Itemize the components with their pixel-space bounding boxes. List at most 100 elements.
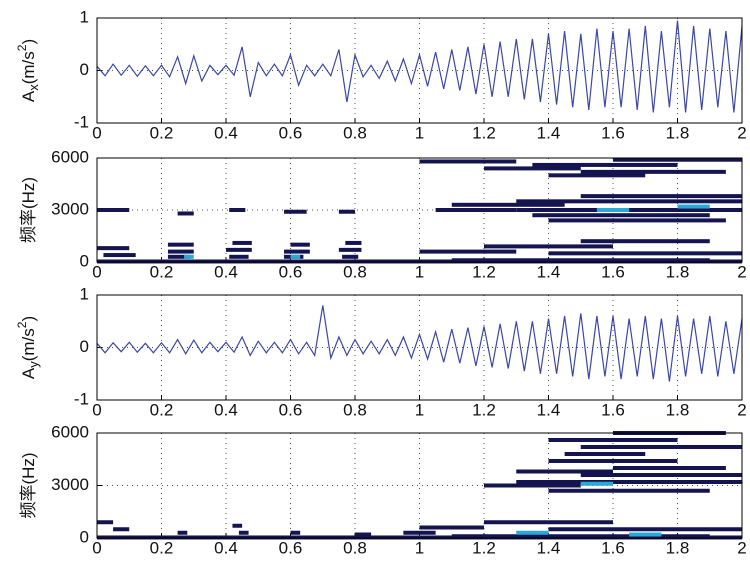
spectrum-streak [596,208,630,212]
spectrum-streak [613,157,742,162]
y-axis-label-part: 2 [15,321,29,328]
x-tick-label: 1.2 [472,123,496,142]
x-tick-label: 1.6 [601,400,625,419]
spectrum-streak [516,199,742,204]
x-tick-label: 0.4 [214,123,238,142]
x-tick-label: 0.6 [279,123,303,142]
spectrum-streak [338,209,355,214]
spectrum-streak [403,530,436,535]
spectrum-streak [97,259,742,264]
y-axis-label-part: 频率(Hz) [19,452,38,518]
spectrum-streak [284,249,310,254]
spectrum-streak [232,240,252,245]
spectrum-streak [345,240,362,245]
y-axis-label-part: y [26,361,41,368]
y-axis-label-part: 频率(Hz) [19,177,38,243]
spectrum-streak [548,459,678,463]
x-tick-label: 1.6 [601,538,625,557]
x-tick-label: 1.6 [601,123,625,142]
plot-frame [96,294,743,401]
x-tick-label: 2 [737,400,746,419]
spectrum-streak [484,520,613,525]
spectrum-streak [532,162,678,167]
spectrum-streak [613,466,726,470]
spectrum-streak [580,194,742,199]
x-tick-label: 0.4 [214,400,238,419]
plot-frame [96,17,743,124]
spectrum-streak [548,173,646,178]
y-tick-label: 0 [80,337,89,356]
x-tick-label: 2 [737,538,746,557]
spectrum-streak [290,242,310,247]
spectrum-streak [484,483,581,488]
x-tick-label: 1.2 [472,262,496,281]
x-tick-label: 1.4 [537,400,561,419]
y-tick-label: 0 [80,251,89,270]
spectrum-streak [338,247,362,252]
spectrum-streak [548,251,742,256]
y-axis-label-part: (m/s [19,328,38,361]
spectrum-streak [580,473,742,477]
spectrum-streak [184,254,194,259]
spectrum-streak [97,246,130,251]
plot-frame [96,432,743,539]
spectrum-streak [113,527,130,532]
x-tick-label: 0.8 [343,123,367,142]
x-tick-label: 1.2 [472,400,496,419]
spectrum-streak [177,530,188,535]
spectrum-streak [516,469,613,474]
spectrum-streak [677,204,710,209]
x-tick-label: 0.2 [150,538,174,557]
x-tick-label: 0.4 [214,538,238,557]
x-tick-label: 1.8 [666,262,690,281]
x-tick-label: 1.4 [537,538,561,557]
spectrum-streak [97,520,114,525]
spectrum-streak [419,525,484,530]
spectrum-streak [580,169,726,174]
x-tick-label: 0.4 [214,262,238,281]
y-axis-label-part: A [19,90,38,102]
y-axis-label-part: 2 [15,44,29,51]
x-tick-label: 0 [92,262,101,281]
x-tick-label: 0 [92,400,101,419]
x-tick-label: 1.6 [601,262,625,281]
spectrum-streak [516,480,742,484]
x-tick-label: 1 [415,123,424,142]
plot-area [97,433,742,538]
spectrum-streak [435,208,517,212]
y-axis-label: Ay(m/s2) [15,316,41,379]
spectrum-streak [580,239,710,244]
spectrum-streak [167,254,191,259]
spectrum-streak [290,254,301,259]
y-axis-label-part: x [26,84,41,91]
x-tick-label: 1.4 [537,262,561,281]
x-tick-label: 1.8 [666,123,690,142]
x-tick-label: 0 [92,538,101,557]
y-tick-label: -1 [74,389,89,408]
spectrum-streak [580,481,613,486]
spectrum-streak [97,208,130,212]
x-tick-label: 2 [737,123,746,142]
spectrum-streak [167,249,194,254]
x-tick-label: 0.8 [343,262,367,281]
spectrum-streak [484,244,613,249]
x-tick-label: 0.6 [279,538,303,557]
spectrum-streak [229,208,246,212]
spectrum-streak [97,535,742,540]
y-axis-label: Ax(m/s2) [15,39,41,102]
spectrum-streak [103,253,136,258]
spectrum-streak [419,249,517,254]
x-tick-label: 1.2 [472,538,496,557]
y-axis-label: 频率(Hz) [19,452,38,518]
x-tick-label: 0.8 [343,400,367,419]
x-tick-label: 1 [415,400,424,419]
y-axis-label-part: ) [19,316,38,322]
y-axis-label-part: A [19,367,38,379]
y-tick-label: 1 [80,7,89,26]
spectrum-streak [564,452,646,456]
y-tick-label: 3000 [51,475,89,494]
plot-frame [96,157,743,263]
spectrum-streak [580,445,742,449]
spectrum-streak [232,523,243,528]
spectrum-streak [229,254,249,259]
